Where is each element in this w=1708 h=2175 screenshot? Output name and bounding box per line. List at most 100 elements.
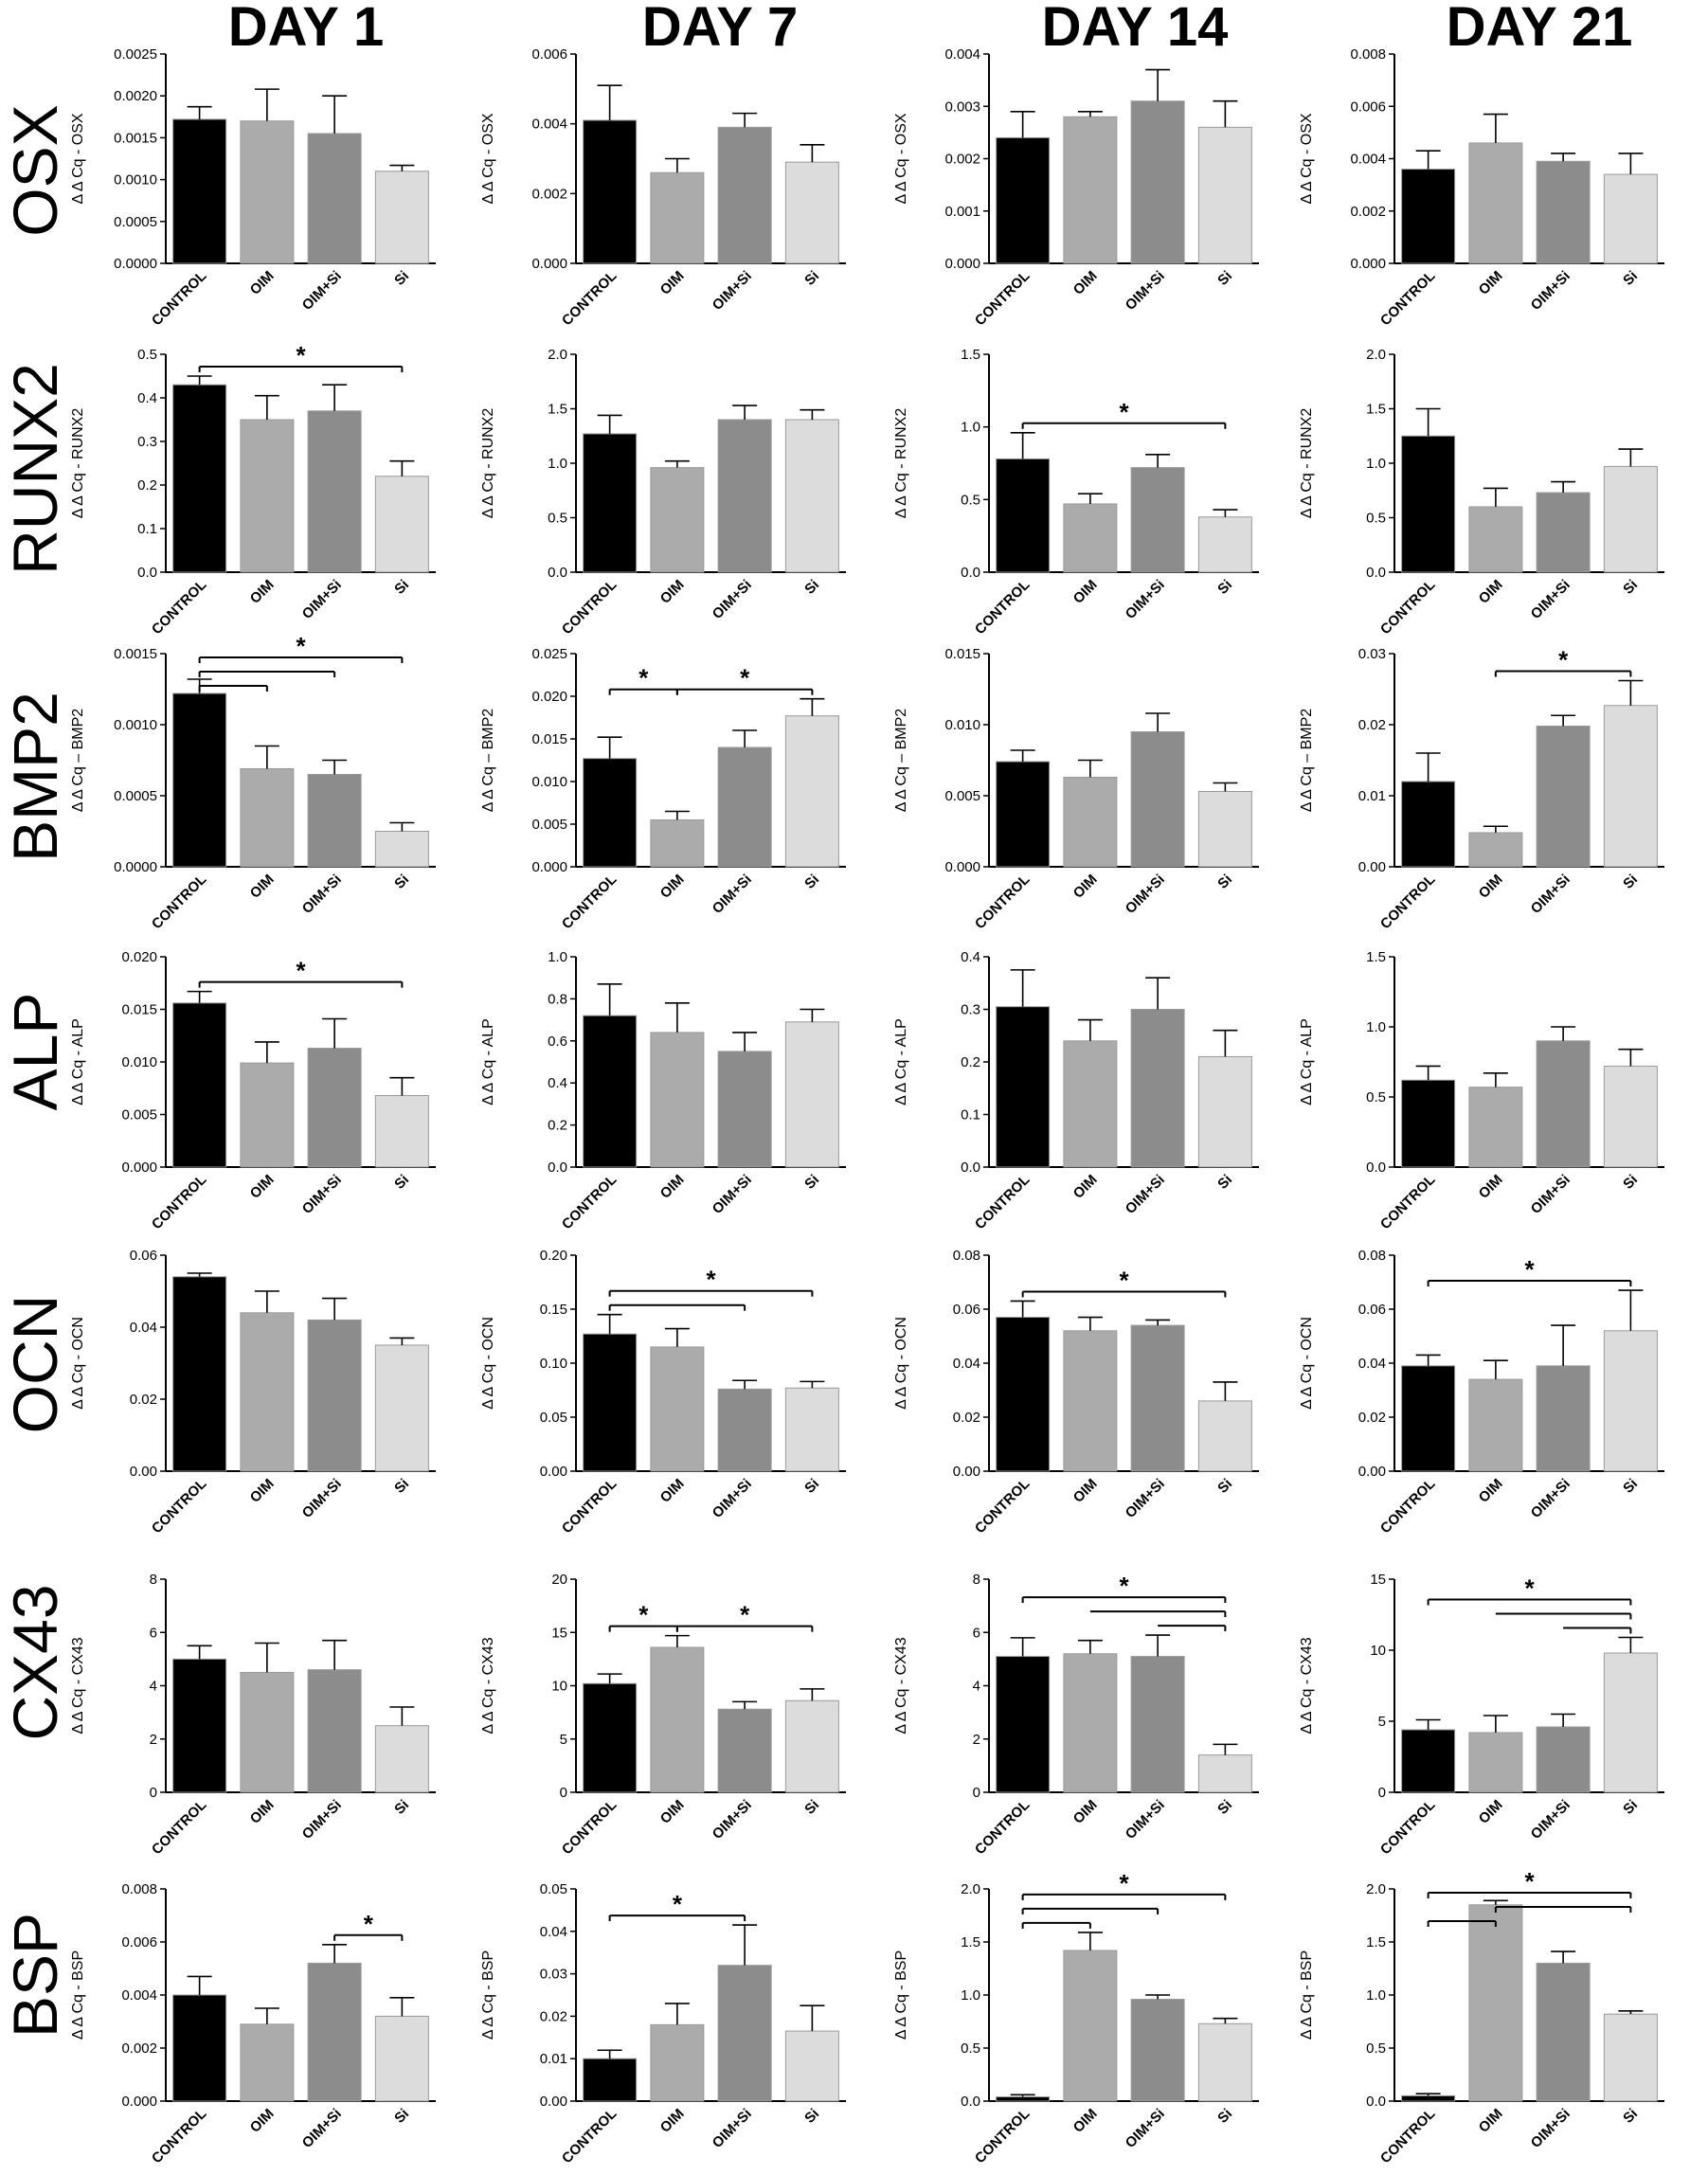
chart-alp-day-21: Δ Δ Cq - ALP 0.0 0.5 1.0 1.5 CONTROL OIM OIM+Si…: [1299, 949, 1664, 1232]
x-tick-label-oim: OIM: [247, 1797, 278, 1827]
y-tick-label: 0.4: [961, 949, 980, 965]
x-tick-label-si: Si: [1620, 577, 1641, 598]
x-tick-label-control: CONTROL: [149, 2106, 209, 2166]
bar-oim: [240, 2023, 295, 2102]
x-tick-label-control: CONTROL: [1377, 1797, 1438, 1858]
y-axis-label: Δ Δ Cq - OCN: [1299, 1317, 1315, 1410]
y-axis-label: Δ Δ Cq – BMP2: [70, 709, 86, 813]
bar-oim-si: [1130, 731, 1185, 868]
x-tick-label-oim: OIM: [247, 872, 278, 902]
chart-alp-day-1: Δ Δ Cq - ALP 0.000 0.005 0.010 0.015 0.020 CON…: [70, 949, 436, 1232]
bar-control: [1401, 1079, 1456, 1168]
y-tick-label: 0.0025: [114, 46, 157, 63]
y-axis-label: Δ Δ Cq - ALP: [893, 1018, 909, 1105]
bar-oim-si: [1130, 1998, 1185, 2102]
x-tick-label-oim: OIM: [1476, 1797, 1506, 1827]
bar-si: [784, 1021, 839, 1168]
y-tick-label: 1.5: [961, 347, 980, 363]
bar-oim: [1468, 1904, 1523, 2102]
chart-bsp-day-7: Δ Δ Cq - BSP 0.00 0.01 0.02 0.03 0.04 0.05 CONT…: [480, 1881, 846, 2166]
x-tick-label-oim-si: OIM+Si: [1123, 268, 1168, 314]
y-tick-label: 0.003: [944, 99, 980, 115]
x-tick-label-control: CONTROL: [972, 1476, 1033, 1537]
x-tick-label-oim-si: OIM+Si: [710, 2106, 755, 2151]
y-tick-label: 1.0: [1366, 456, 1386, 472]
x-tick-label-oim: OIM: [1476, 1172, 1506, 1202]
bar-oim-si: [717, 419, 772, 573]
bar-oim-si: [1536, 492, 1591, 573]
x-tick-label-si: Si: [801, 268, 822, 289]
y-tick-label: 0.001: [944, 204, 980, 220]
x-tick-label-si: Si: [1620, 268, 1641, 289]
bar-si: [1197, 1055, 1252, 1168]
significance-star: *: [1119, 398, 1129, 426]
bar-si: [374, 171, 429, 264]
bar-oim: [1063, 1330, 1118, 1472]
y-tick-label: 0.004: [944, 46, 980, 63]
bar-si: [374, 1344, 429, 1472]
x-tick-label-oim: OIM: [1070, 2106, 1101, 2136]
bar-oim: [1063, 777, 1118, 868]
y-tick-label: 0.05: [540, 1410, 567, 1426]
bar-oim-si: [717, 746, 772, 868]
y-axis-label: Δ Δ Cq - BSP: [1299, 1950, 1315, 2040]
bar-si: [784, 419, 839, 573]
significance-star: *: [740, 1601, 750, 1629]
chart-bsp-day-21: Δ Δ Cq - BSP 0.0 0.5 1.0 1.5 2.0 CONTROL OIM OIM…: [1299, 1867, 1664, 2166]
y-axis-label: Δ Δ Cq - OSX: [893, 113, 909, 204]
y-axis-label: Δ Δ Cq - ALP: [480, 1018, 496, 1105]
y-tick-label: 0.02: [540, 2008, 567, 2024]
x-tick-label-oim-si: OIM+Si: [1123, 2106, 1168, 2151]
y-axis-label: Δ Δ Cq - RUNX2: [1299, 408, 1315, 519]
significance-star: *: [1558, 646, 1569, 674]
x-tick-label-si: Si: [1620, 1476, 1641, 1497]
y-tick-label: 0.06: [1358, 1302, 1386, 1318]
bar-control: [172, 1276, 227, 1472]
bar-oim: [1063, 1653, 1118, 1793]
bar-control: [583, 119, 638, 264]
bar-control: [172, 1994, 227, 2102]
gene-label-ocn: OCN: [0, 1295, 70, 1434]
bar-oim: [1468, 1087, 1523, 1168]
y-tick-label: 0.000: [1350, 256, 1386, 272]
y-tick-label: 0.000: [121, 2094, 157, 2110]
y-axis-label: Δ Δ Cq - BSP: [893, 1950, 909, 2040]
bar-oim: [1063, 503, 1118, 573]
x-tick-label-oim-si: OIM+Si: [1528, 872, 1573, 917]
x-tick-label-oim: OIM: [657, 577, 688, 607]
x-tick-label-oim-si: OIM+Si: [1528, 577, 1573, 622]
y-tick-label: 0.02: [953, 1410, 980, 1426]
y-tick-label: 0.010: [531, 774, 567, 790]
y-tick-label: 0.02: [130, 1392, 157, 1408]
y-tick-label: 0: [973, 1785, 980, 1801]
bar-oim: [650, 171, 705, 264]
bar-control: [1401, 435, 1456, 573]
bar-si: [784, 715, 839, 868]
y-tick-label: 0.0: [1366, 2094, 1386, 2110]
bar-oim: [1468, 506, 1523, 573]
x-tick-label-si: Si: [801, 1172, 822, 1193]
x-tick-label-oim: OIM: [657, 1797, 688, 1827]
chart-ocn-day-7: Δ Δ Cq - OCN 0.00 0.05 0.10 0.15 0.20 CONTROL O…: [480, 1248, 846, 1537]
y-tick-label: 0.002: [944, 152, 980, 168]
x-tick-label-control: CONTROL: [972, 872, 1033, 932]
y-tick-label: 0.00: [1358, 1464, 1386, 1480]
x-tick-label-si: Si: [801, 2106, 822, 2127]
bar-oim: [240, 120, 295, 264]
x-tick-label-control: CONTROL: [559, 1476, 620, 1537]
y-tick-label: 0.5: [1366, 2040, 1386, 2057]
bar-oim-si: [307, 133, 362, 264]
x-tick-label-oim-si: OIM+Si: [299, 1797, 345, 1842]
bar-si: [1197, 2022, 1252, 2102]
day-headers: DAY 1 DAY 7 DAY 14 DAY 21: [228, 0, 1633, 58]
y-tick-label: 0: [150, 1785, 157, 1801]
y-tick-label: 0.5: [961, 2040, 980, 2057]
significance-star: *: [1119, 1572, 1129, 1600]
significance-star: *: [1119, 1869, 1129, 1897]
x-tick-label-si: Si: [391, 268, 412, 289]
y-tick-label: 10: [551, 1679, 567, 1695]
x-tick-label-si: Si: [1214, 2106, 1235, 2127]
y-tick-label: 0.15: [540, 1302, 567, 1318]
x-tick-label-oim-si: OIM+Si: [299, 268, 345, 314]
significance-star: *: [296, 957, 306, 985]
